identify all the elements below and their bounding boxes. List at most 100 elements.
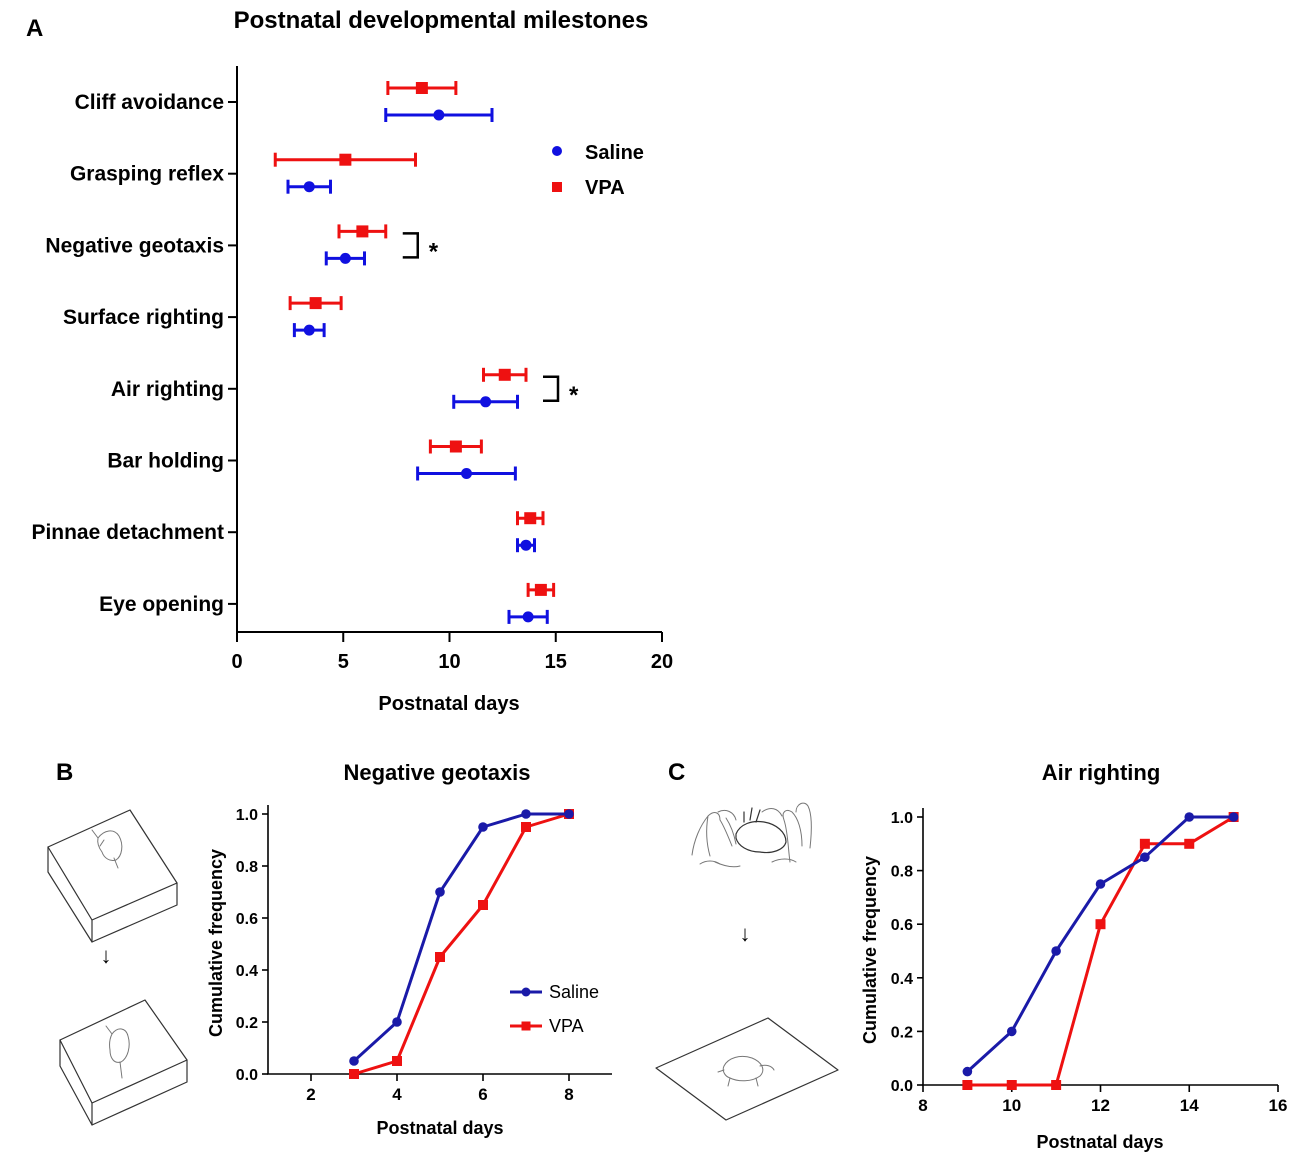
vpa-point [309,297,322,310]
chart-c-ylabel: Cumulative frequency [860,856,880,1044]
saline-line [966,815,1234,1073]
panel-label-a: A [26,15,43,42]
saline-point [478,822,488,832]
chart-b: Negative geotaxis Postnatal days Cumulat… [206,760,612,1138]
vpa-point [1184,838,1195,849]
hands-holding-mouse-icon [691,802,812,868]
chart-c-ticks: 8 10 12 14 16 0.0 0.2 0.4 0.6 0.8 1.0 [891,810,1288,1115]
x-tick-label: 14 [1180,1096,1199,1115]
y-tick-label: 0.6 [891,917,913,934]
y-tick-label: 0.4 [891,971,913,988]
vpa-point [339,153,352,166]
saline-point [1051,946,1061,956]
saline-point [1228,812,1239,822]
saline-point [303,181,315,193]
chart-b-marks [349,809,574,1079]
saline-point [522,611,534,623]
significance-star: * [429,238,439,265]
panel-label-b: B [56,759,73,786]
y-tick-label: 0.4 [236,963,258,980]
x-tick-label: 8 [564,1085,573,1104]
chart-a: Postnatal developmental milestones Postn… [31,7,673,715]
x-tick-label: 2 [306,1085,315,1104]
vpa-point [1051,1080,1062,1090]
x-tick-label: 0 [231,651,242,673]
saline-point [962,1066,973,1077]
saline-point [461,468,472,479]
tilted-board-mouse-icon-2 [59,999,188,1126]
y-tick-label: 0.0 [891,1078,913,1095]
vpa-point [498,368,511,381]
saline-point [1095,879,1106,889]
saline-point [392,1017,402,1027]
x-tick-label: 6 [478,1085,487,1104]
y-tick-label: 0.2 [891,1024,913,1041]
y-tick-label: 0.8 [891,864,913,881]
legend-vpa-marker [552,182,562,192]
saline-point [339,252,351,264]
tilted-board-mouse-icon [47,809,178,943]
chart-a-ticks: 0 5 10 15 20 Cliff avoidance Grasping reflex Ne… [31,91,673,673]
x-tick-label: 8 [918,1096,927,1115]
vpa-point [1095,919,1106,930]
x-tick-label: 4 [392,1085,402,1104]
chart-a-title: Postnatal developmental milestones [234,7,649,34]
x-tick-label: 20 [651,651,673,673]
saline-point [520,539,532,551]
legend-b-vpa-marker [521,1021,531,1031]
legend-b-saline-marker [521,987,531,997]
category-label: Eye opening [99,593,224,616]
chart-c-xlabel: Postnatal days [1036,1132,1163,1152]
chart-b-title: Negative geotaxis [343,760,530,785]
chart-b-legend: Saline VPA [510,982,599,1036]
x-tick-label: 15 [545,651,567,673]
flat-surface-mouse-icon [655,1017,839,1121]
x-tick-label: 10 [438,651,460,673]
saline-point [480,396,492,408]
vpa-point [435,952,445,962]
chart-b-xlabel: Postnatal days [376,1118,503,1138]
y-tick-label: 0.0 [236,1067,258,1084]
vpa-line [353,812,570,1076]
legend-b-vpa-label: VPA [549,1016,584,1036]
x-tick-label: 16 [1269,1096,1288,1115]
category-label: Air righting [111,378,224,401]
significance-star: * [569,382,579,409]
category-label: Grasping reflex [70,163,224,186]
saline-line [352,812,569,1063]
chart-c: Air righting Postnatal days Cumulative f… [860,760,1287,1152]
vpa-point [356,225,369,238]
chart-c-marks [962,812,1239,1090]
vpa-point [521,822,531,832]
x-tick-label: 12 [1091,1096,1110,1115]
vpa-point [349,1069,359,1079]
down-arrow-icon: ↓ [101,943,112,968]
saline-point [433,109,445,121]
vpa-point [478,900,488,910]
x-tick-label: 5 [338,651,349,673]
legend-saline-marker [552,146,562,156]
vpa-point [449,440,462,453]
panel-label-c: C [668,759,685,786]
significance-bracket [402,232,419,259]
chart-b-ylabel: Cumulative frequency [206,849,226,1037]
vpa-point [534,583,547,596]
saline-point [303,324,315,336]
saline-point [435,887,445,897]
vpa-line [967,815,1235,1087]
x-tick-label: 10 [1002,1096,1021,1115]
chart-a-legend: Saline VPA [552,142,644,199]
chart-a-marks [273,81,556,624]
legend-b-saline-label: Saline [549,982,599,1002]
category-label: Surface righting [63,306,224,329]
vpa-point [962,1080,973,1090]
category-label: Cliff avoidance [75,91,224,114]
vpa-point [524,512,537,525]
chart-a-significance: ** [402,232,579,409]
down-arrow-icon-c: ↓ [740,921,751,946]
y-tick-label: 0.8 [236,859,258,876]
saline-point [1184,812,1195,822]
legend-saline-label: Saline [585,142,644,164]
saline-point [349,1056,359,1066]
